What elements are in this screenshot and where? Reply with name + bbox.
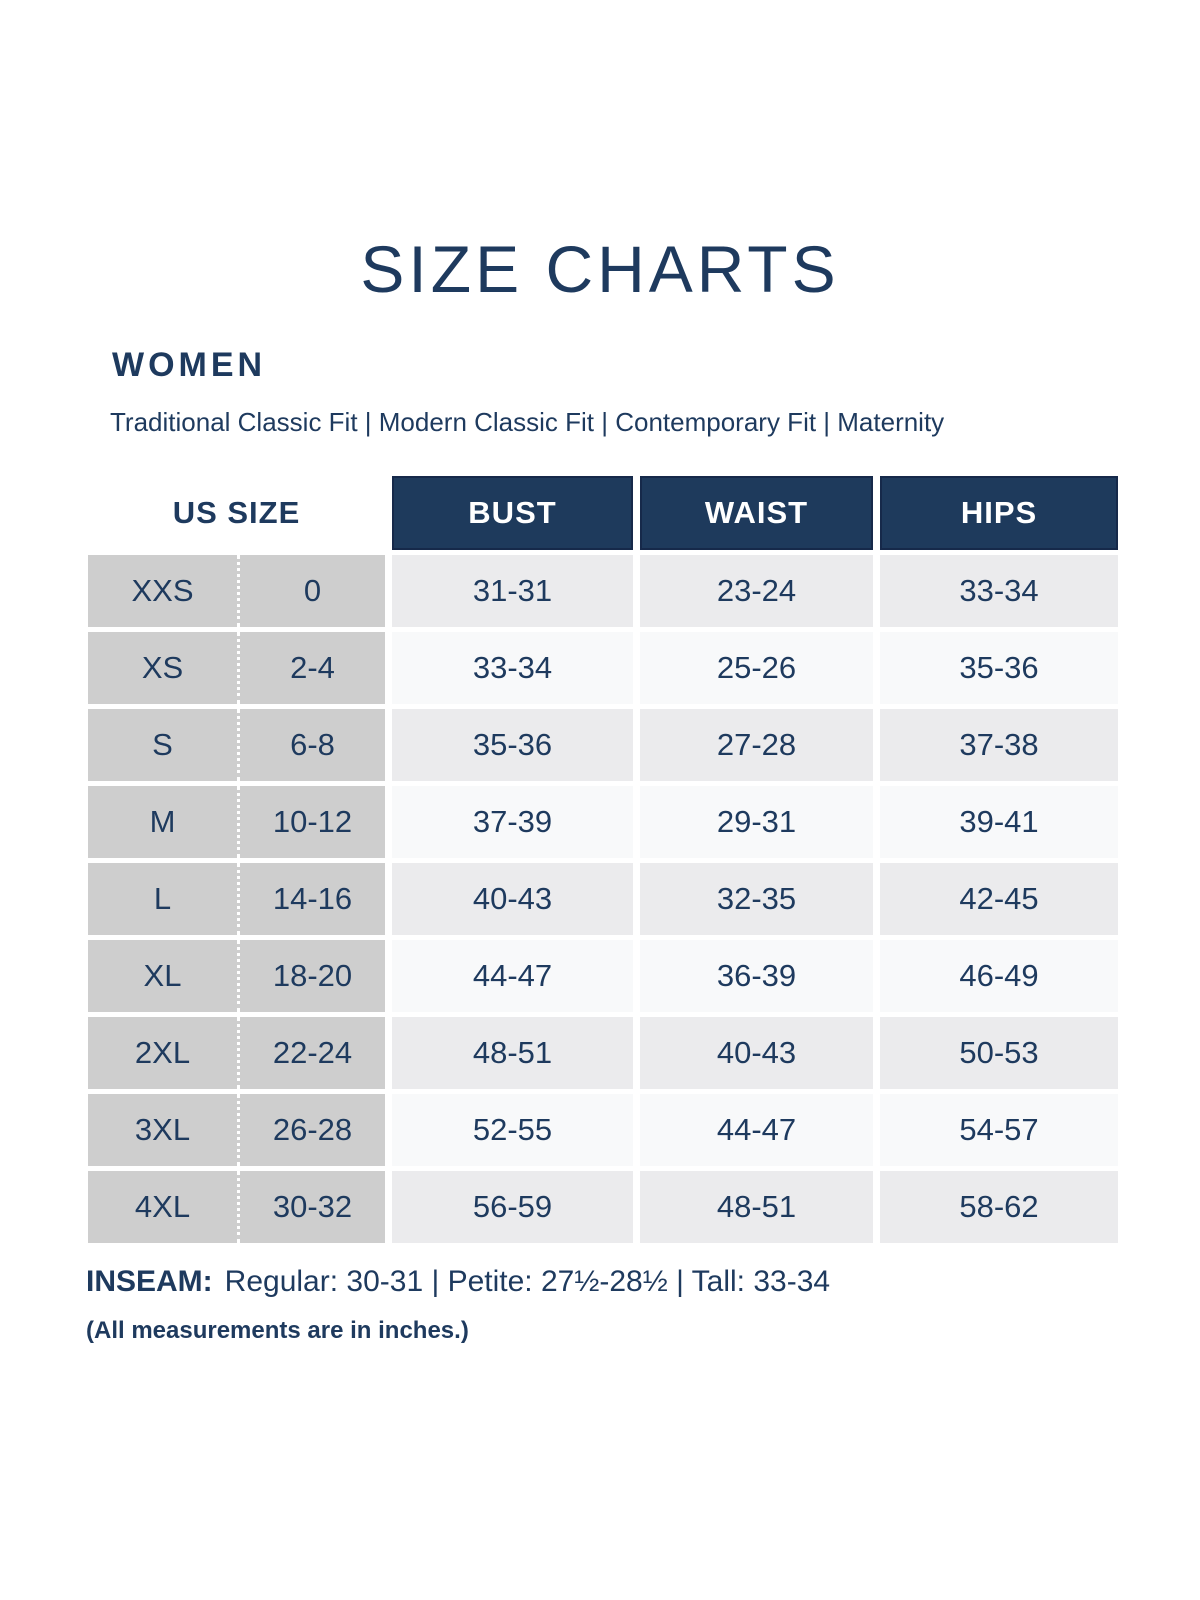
size-label-block: XXS 0 [88, 555, 385, 627]
column-header-waist: WAIST [640, 476, 873, 550]
cell-bust: 35-36 [392, 709, 633, 781]
column-header-hips: HIPS [880, 476, 1118, 550]
size-label-block: 4XL 30-32 [88, 1171, 385, 1243]
size-chart-page: SIZE CHARTS WOMEN Traditional Classic Fi… [86, 232, 1200, 1344]
us-size-header-cell: US SIZE [88, 476, 385, 550]
fit-options-line: Traditional Classic Fit | Modern Classic… [110, 407, 945, 437]
cell-us-size: 0 [303, 573, 322, 608]
page-title: SIZE CHARTS [360, 232, 840, 306]
inseam-info-line: INSEAM: Regular: 30-31 | Petite: 27½-28½ … [86, 1265, 1200, 1299]
cell-us-size: 6-8 [290, 727, 335, 762]
size-label-block: L 14-16 [88, 863, 385, 935]
cell-size-name: 3XL [88, 1094, 240, 1166]
cell-size-name: 4XL [88, 1171, 240, 1243]
cell-size-name: M [88, 786, 240, 858]
cell-hips: 54-57 [880, 1094, 1118, 1166]
cell-waist: 36-39 [640, 940, 873, 1012]
cell-bust: 44-47 [392, 940, 633, 1012]
table-row: S 6-8 35-36 27-28 37-38 [88, 709, 1118, 781]
cell-waist: 48-51 [640, 1171, 873, 1243]
inseam-label: INSEAM: [86, 1265, 213, 1298]
cell-hips: 46-49 [880, 940, 1118, 1012]
cell-size-name: XXS [88, 555, 240, 627]
cell-size-name: XS [88, 632, 240, 704]
us-size-header-label: US SIZE [172, 495, 301, 530]
cell-us-size: 30-32 [272, 1189, 353, 1224]
cell-us-size: 22-24 [272, 1035, 353, 1070]
table-row: 2XL 22-24 48-51 40-43 50-53 [88, 1017, 1118, 1089]
table-row: 4XL 30-32 56-59 48-51 58-62 [88, 1171, 1118, 1243]
cell-hips: 33-34 [880, 555, 1118, 627]
table-row: M 10-12 37-39 29-31 39-41 [88, 786, 1118, 858]
cell-waist: 32-35 [640, 863, 873, 935]
cell-bust: 52-55 [392, 1094, 633, 1166]
column-header-bust: BUST [392, 476, 633, 550]
cell-bust: 40-43 [392, 863, 633, 935]
women-size-table: US SIZE BUST WAIST HIPS XXS 0 31-31 23-2… [88, 476, 1118, 1243]
cell-hips: 39-41 [880, 786, 1118, 858]
cell-hips: 37-38 [880, 709, 1118, 781]
cell-bust: 33-34 [392, 632, 633, 704]
cell-waist: 23-24 [640, 555, 873, 627]
cell-hips: 35-36 [880, 632, 1118, 704]
table-row: L 14-16 40-43 32-35 42-45 [88, 863, 1118, 935]
cell-size-name: 2XL [88, 1017, 240, 1089]
cell-size-name: XL [88, 940, 240, 1012]
cell-hips: 58-62 [880, 1171, 1118, 1243]
table-row: XL 18-20 44-47 36-39 46-49 [88, 940, 1118, 1012]
cell-hips: 50-53 [880, 1017, 1118, 1089]
size-label-block: XL 18-20 [88, 940, 385, 1012]
cell-us-size: 18-20 [272, 958, 353, 993]
table-row: XS 2-4 33-34 25-26 35-36 [88, 632, 1118, 704]
size-label-block: 2XL 22-24 [88, 1017, 385, 1089]
cell-size-name: L [88, 863, 240, 935]
cell-us-size: 2-4 [290, 650, 335, 685]
size-label-block: M 10-12 [88, 786, 385, 858]
table-header-row: US SIZE BUST WAIST HIPS [88, 476, 1118, 550]
size-label-block: XS 2-4 [88, 632, 385, 704]
table-row: 3XL 26-28 52-55 44-47 54-57 [88, 1094, 1118, 1166]
cell-us-size: 10-12 [272, 804, 353, 839]
cell-us-size: 14-16 [272, 881, 353, 916]
cell-waist: 25-26 [640, 632, 873, 704]
cell-bust: 56-59 [392, 1171, 633, 1243]
cell-size-name: S [88, 709, 240, 781]
cell-waist: 44-47 [640, 1094, 873, 1166]
cell-waist: 29-31 [640, 786, 873, 858]
measurement-note: (All measurements are in inches.) [86, 1317, 469, 1344]
table-row: XXS 0 31-31 23-24 33-34 [88, 555, 1118, 627]
size-label-block: S 6-8 [88, 709, 385, 781]
cell-waist: 27-28 [640, 709, 873, 781]
inseam-values: Regular: 30-31 | Petite: 27½-28½ | Tall:… [224, 1265, 831, 1298]
table-body: XXS 0 31-31 23-24 33-34 XS 2-4 33-34 25-… [88, 555, 1118, 1243]
section-heading-women: WOMEN [112, 346, 267, 384]
cell-us-size: 26-28 [272, 1112, 353, 1147]
cell-waist: 40-43 [640, 1017, 873, 1089]
cell-bust: 31-31 [392, 555, 633, 627]
cell-hips: 42-45 [880, 863, 1118, 935]
cell-bust: 48-51 [392, 1017, 633, 1089]
size-label-block: 3XL 26-28 [88, 1094, 385, 1166]
cell-bust: 37-39 [392, 786, 633, 858]
